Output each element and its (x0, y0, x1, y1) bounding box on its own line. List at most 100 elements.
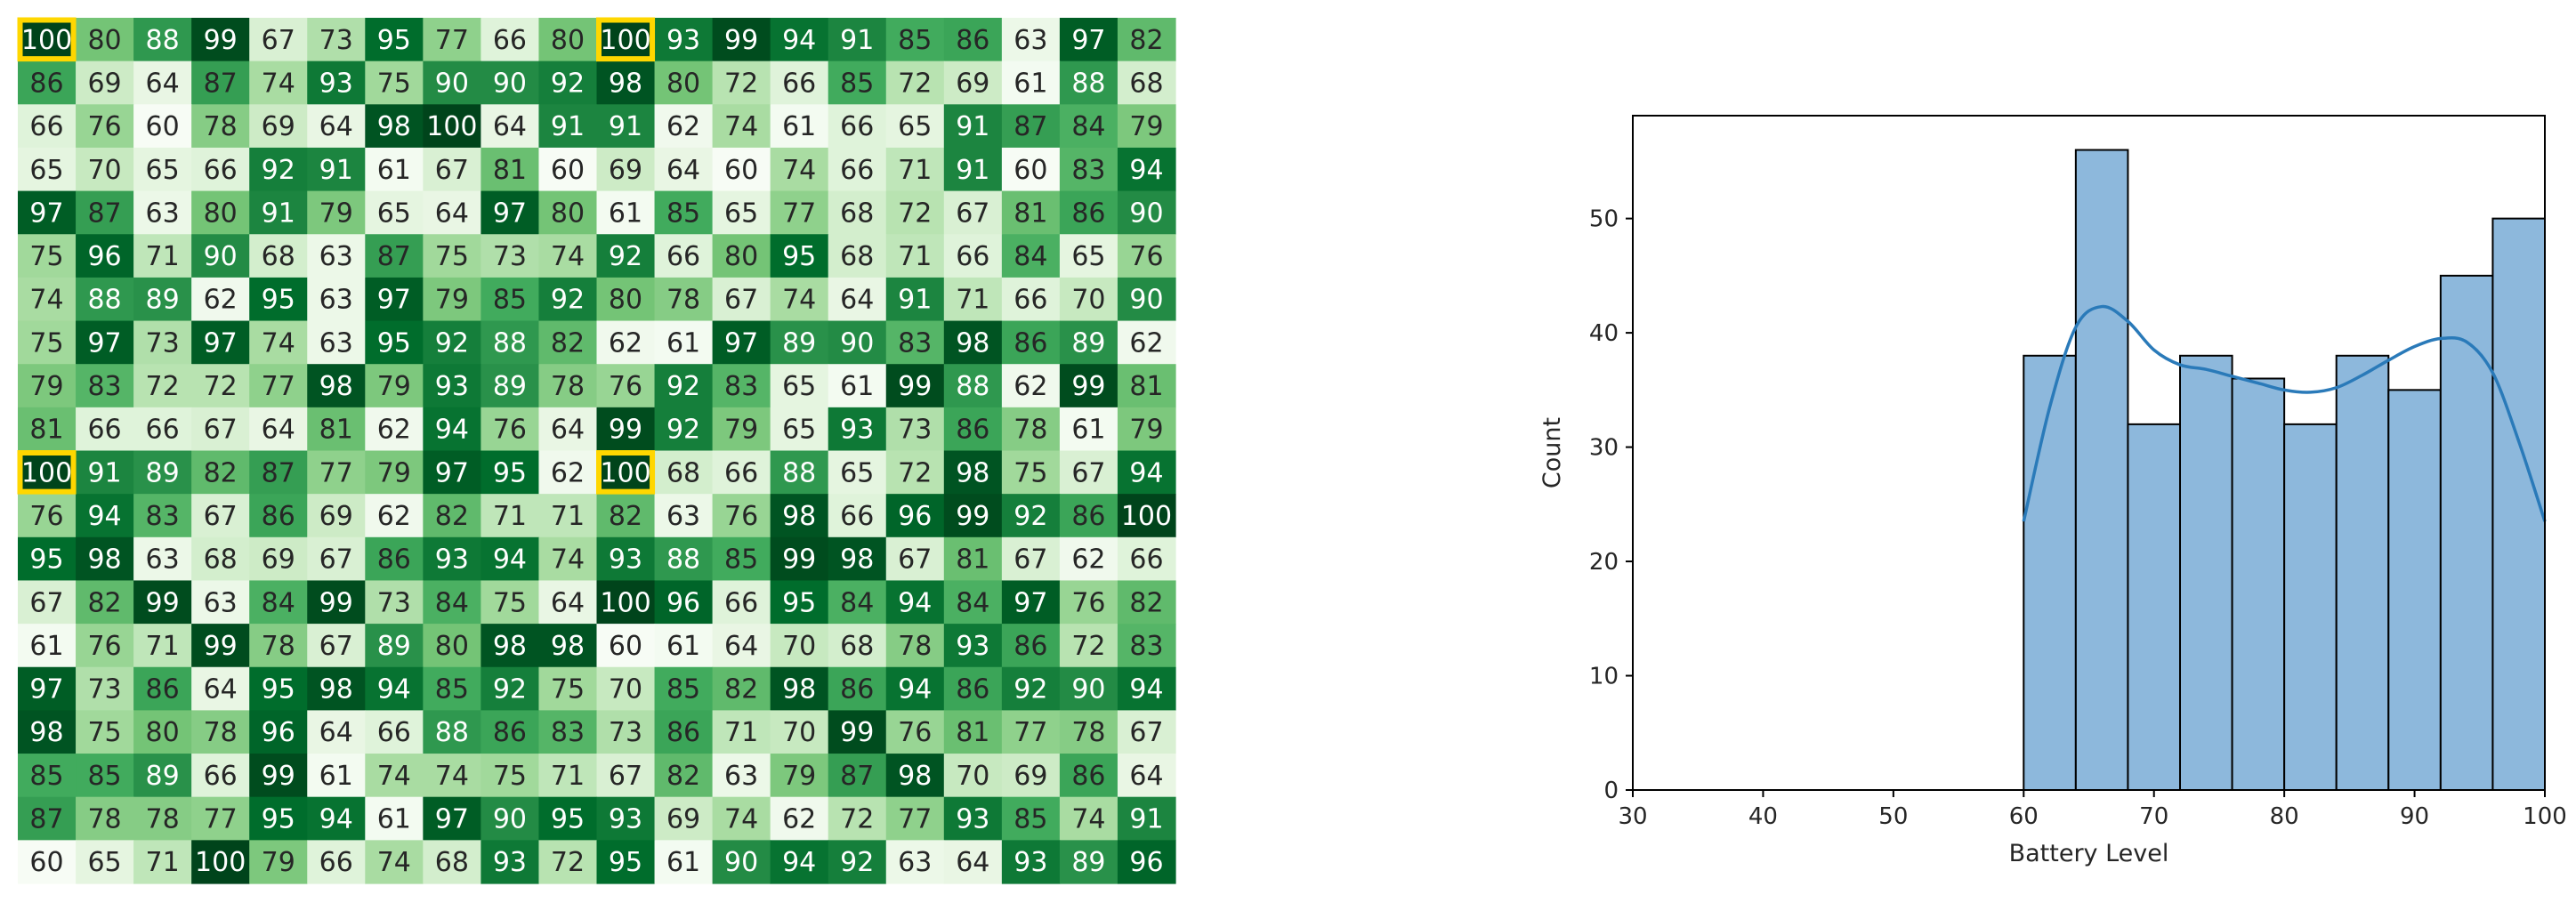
heatmap-cell-label-r16-c2: 80 (146, 717, 180, 748)
heatmap-cell-label-r10-c16: 98 (956, 457, 989, 488)
heatmap-cell-label-r12-c7: 93 (435, 544, 469, 576)
heatmap-cell-r11-c8 (480, 494, 540, 538)
heatmap-cell-label-r12-c2: 63 (146, 544, 180, 576)
heatmap-cell-r10-c0 (18, 450, 77, 495)
heatmap-cell-label-r10-c4: 87 (262, 457, 295, 488)
heatmap-cell-r10-c19 (1117, 450, 1176, 495)
heatmap-cell-label-r12-c3: 68 (204, 544, 238, 576)
heatmap-cell-r9-c15 (885, 407, 945, 452)
heatmap-cell-r4-c6 (365, 190, 424, 235)
heatmap-cell-r3-c0 (18, 147, 77, 192)
heatmap-cell-label-r0-c16: 86 (956, 25, 989, 56)
heatmap-cell-label-r17-c5: 61 (319, 761, 353, 792)
heatmap-cell-label-r12-c8: 94 (493, 544, 527, 576)
heatmap-cell-label-r19-c15: 63 (898, 847, 932, 878)
heatmap-cell-r16-c5 (307, 710, 366, 754)
heatmap-cell-r9-c19 (1117, 407, 1176, 452)
heatmap-cell-r9-c1 (76, 407, 134, 452)
heatmap-cell-r6-c11 (654, 277, 714, 322)
y-tick-label-0: 0 (1603, 778, 1619, 804)
heatmap-cell-r10-c5 (307, 450, 366, 495)
heatmap-cell-r16-c11 (654, 710, 714, 754)
heatmap-highlight-r10-c10 (596, 450, 656, 495)
heatmap-cell-label-r6-c18: 70 (1071, 285, 1105, 316)
x-tick-label-80: 80 (2270, 803, 2299, 830)
heatmap-cell-label-r15-c5: 98 (319, 674, 353, 705)
heatmap-cell-label-r2-c19: 79 (1129, 111, 1163, 142)
heatmap-cell-r15-c15 (885, 666, 945, 711)
heatmap-cell-label-r16-c15: 76 (898, 717, 932, 748)
heatmap-cell-label-r1-c3: 87 (204, 68, 238, 99)
heatmap-cell-r5-c10 (596, 234, 656, 278)
heatmap-cell-label-r0-c4: 67 (262, 25, 295, 56)
heatmap-cell-label-r9-c8: 76 (493, 415, 527, 446)
heatmap-cell-label-r9-c2: 66 (146, 415, 180, 446)
heatmap-cell-r3-c1 (76, 147, 134, 192)
heatmap-cell-label-r2-c13: 61 (782, 111, 816, 142)
heatmap-cell-r15-c18 (1059, 666, 1118, 711)
heatmap-cell-label-r16-c14: 99 (840, 717, 874, 748)
heatmap-cell-label-r8-c15: 99 (898, 371, 932, 402)
heatmap-cell-r17-c2 (133, 754, 192, 798)
heatmap-cell-label-r11-c14: 66 (840, 501, 874, 532)
heatmap-cell-r14-c4 (249, 624, 308, 668)
heatmap-cell-label-r14-c18: 72 (1071, 631, 1105, 662)
histogram-chart: 30 40 50 60 70 80 90 100 0 10 20 30 40 50 Battery Leve… (1538, 115, 2567, 867)
heatmap-cell-r1-c13 (770, 60, 829, 105)
heatmap-cell-label-r0-c19: 82 (1129, 25, 1163, 56)
heatmap-cell-label-r8-c18: 99 (1071, 371, 1105, 402)
heatmap-cell-r0-c6 (365, 18, 424, 62)
heatmap-cell-r4-c14 (828, 190, 887, 235)
heatmap-cell-label-r12-c17: 67 (1013, 544, 1047, 576)
heatmap-cell-r15-c0 (18, 666, 77, 711)
heatmap-cell-label-r12-c9: 74 (551, 544, 585, 576)
histogram-bar-0 (2023, 354, 2077, 791)
heatmap-cell-label-r13-c1: 82 (87, 587, 121, 618)
heatmap-cell-r2-c10 (596, 104, 656, 149)
heatmap-cell-label-r12-c14: 98 (840, 544, 874, 576)
heatmap-cell-label-r14-c10: 60 (609, 631, 642, 662)
heatmap-cell-r0-c7 (423, 18, 481, 62)
heatmap-cell-r18-c15 (885, 796, 945, 841)
heatmap-cell-r13-c12 (712, 580, 771, 625)
heatmap-cell-label-r19-c19: 96 (1129, 847, 1163, 878)
heatmap-cell-r12-c6 (365, 536, 424, 582)
heatmap-cell-label-r6-c8: 85 (493, 285, 527, 316)
heatmap-cell-label-r0-c0: 100 (21, 25, 72, 56)
heatmap-cell-r19-c5 (307, 840, 366, 884)
heatmap-cell-r19-c18 (1059, 840, 1118, 884)
heatmap-cell-label-r4-c6: 65 (377, 198, 411, 229)
heatmap-cell-label-r12-c6: 86 (377, 544, 411, 576)
heatmap-cell-label-r5-c11: 66 (666, 241, 700, 272)
heatmap-cell-r7-c17 (1001, 320, 1061, 365)
heatmap-cell-r10-c10 (596, 450, 656, 495)
heatmap-cell-r16-c2 (133, 710, 192, 754)
heatmap-cell-r4-c5 (307, 190, 366, 235)
heatmap-cell-r2-c6 (365, 104, 424, 149)
heatmap-cell-label-r7-c19: 62 (1129, 327, 1163, 359)
heatmap-cell-label-r11-c5: 69 (319, 501, 353, 532)
histogram-bar-3 (2179, 354, 2233, 791)
heatmap-cell-r10-c7 (423, 450, 481, 495)
heatmap-cell-label-r9-c0: 81 (29, 415, 63, 446)
heatmap-cell-r13-c1 (76, 580, 134, 625)
heatmap-cell-label-r16-c5: 64 (319, 717, 353, 748)
heatmap-cell-r9-c6 (365, 407, 424, 452)
x-tick-label-60: 60 (2009, 803, 2039, 830)
heatmap-cell-label-r9-c17: 78 (1013, 415, 1047, 446)
heatmap: 100 80 88 99 67 73 95 77 66 80 100 93 99 94 91 85 86 63 97… (17, 17, 1176, 884)
heatmap-cell-label-r15-c9: 75 (551, 674, 585, 705)
heatmap-cell-label-r16-c17: 77 (1013, 717, 1047, 748)
heatmap-cell-r18-c4 (249, 796, 308, 841)
heatmap-cell-label-r17-c11: 82 (666, 761, 700, 792)
heatmap-cell-r6-c13 (770, 277, 829, 322)
heatmap-cell-r17-c12 (712, 754, 771, 798)
heatmap-cell-r16-c18 (1059, 710, 1118, 754)
heatmap-cell-label-r3-c18: 83 (1071, 155, 1105, 186)
heatmap-cell-r8-c13 (770, 364, 829, 408)
heatmap-cell-label-r5-c5: 63 (319, 241, 353, 272)
heatmap-cell-r5-c7 (423, 234, 481, 278)
heatmap-cell-label-r2-c8: 64 (493, 111, 527, 142)
heatmap-cell-r13-c3 (191, 580, 250, 625)
heatmap-cell-label-r19-c8: 93 (493, 847, 527, 878)
